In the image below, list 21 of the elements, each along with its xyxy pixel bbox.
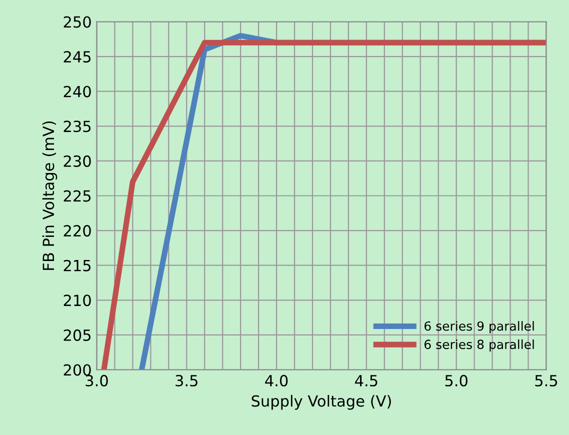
x-tick-label: 4.5 (355, 375, 378, 386)
x-tick-label: 3.5 (176, 374, 198, 386)
x-tick-label: 5.0 (445, 374, 468, 386)
y-tick-label: 200 (64, 364, 91, 376)
x-tick-label: 5.5 (535, 375, 558, 386)
y-tick-label: 220 (64, 225, 91, 237)
y-tick-label: 235 (64, 120, 91, 132)
y-tick-label: 230 (64, 155, 91, 167)
legend-label: 6 series 8 parallel (424, 339, 534, 352)
y-tick-label: 210 (64, 294, 91, 306)
x-axis-title: Supply Voltage (V) (252, 394, 391, 410)
y-tick-label: 205 (64, 329, 91, 341)
y-axis-title: FB Pin Voltage (mV) (42, 121, 58, 270)
y-tick-label: 225 (64, 190, 91, 202)
y-tick-label: 250 (64, 16, 91, 28)
y-tick-label: 240 (64, 86, 91, 98)
y-tick-label: 215 (64, 260, 91, 272)
x-tick-label: 4.0 (265, 374, 288, 386)
x-tick-label: 3.0 (86, 374, 108, 386)
legend-label: 6 series 9 parallel (424, 321, 534, 334)
y-tick-label: 245 (64, 51, 91, 63)
